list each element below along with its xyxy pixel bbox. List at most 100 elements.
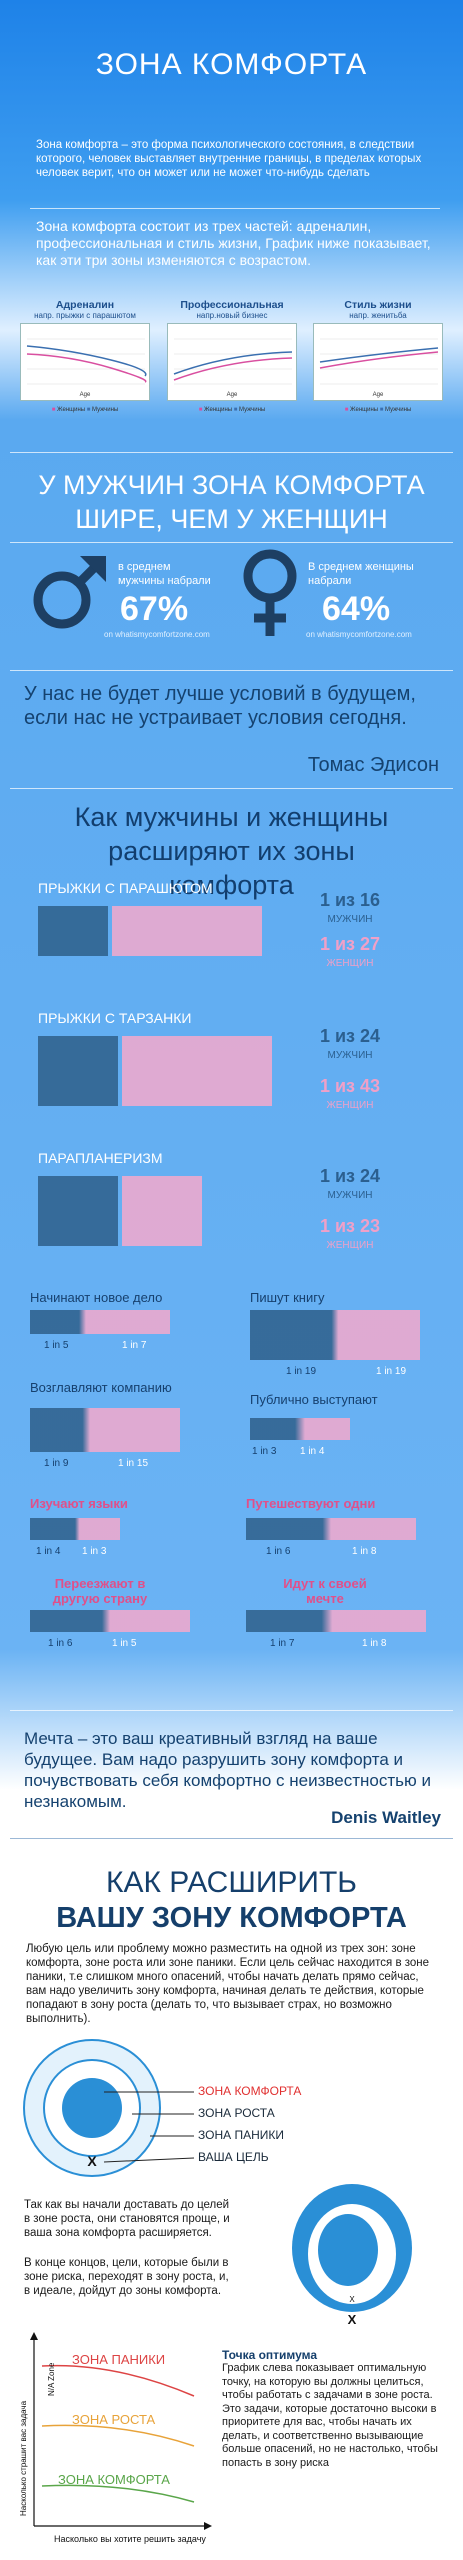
men-ratio: 1 in 5 [44, 1340, 69, 1351]
expanded-zones-diagram: X X [282, 2180, 432, 2330]
women-ratio: 1 in 5 [112, 1638, 137, 1649]
grid-label: Путешествуют одни [246, 1496, 376, 1511]
men-ratio: 1 in 3 [252, 1446, 277, 1457]
people-icons [30, 1518, 120, 1540]
how-text-2: Так как вы начали доставать до целей в з… [24, 2199, 230, 2239]
activity-row: ПРЫЖКИ С ПАРАШЮТОМ [38, 880, 278, 962]
grid-label: Начинают новое дело [30, 1290, 163, 1305]
women-line [319, 351, 439, 369]
how-text-3: В конце концов, цели, которые были в зон… [24, 2257, 229, 2297]
people-icons [38, 906, 262, 956]
men-ratio: 1 in 7 [270, 1638, 295, 1649]
chart-subtitle: напр. женитьба [349, 311, 407, 320]
men-ratio: 1 in 4 [36, 1546, 61, 1557]
women-ratio: 1 in 3 [82, 1546, 107, 1557]
na-zone-label: N/A Zone [47, 2362, 56, 2396]
zones-diagram: X [14, 2036, 454, 2196]
axis-label: Age [373, 392, 384, 398]
goal-mark: X [349, 2295, 355, 2304]
grid-label: Идут к своей мечте [283, 1576, 367, 1606]
women-stat-text: В среднем женщины набрали [308, 561, 414, 587]
graph-zone-panic: ЗОНА ПАНИКИ [72, 2352, 166, 2367]
men-ratio-label: МУЖЧИН [327, 914, 373, 925]
men-line [173, 351, 293, 375]
divider [10, 452, 453, 453]
people-icons [38, 1176, 202, 1246]
men-ratio-label: МУЖЧИН [327, 1190, 373, 1201]
men-line [26, 345, 147, 377]
activity-row: ПРЫЖКИ С ТАРЗАНКИ [38, 1010, 278, 1112]
women-ratio: 1 in 4 [300, 1446, 325, 1457]
men-stat-source: on whatismycomfortzone.com [104, 630, 210, 639]
people-icons [30, 1310, 170, 1334]
chart-plot: Age [167, 323, 297, 401]
female-symbol-icon [240, 548, 300, 638]
chart-professional: Профессиональная напр.новый бизнес Age ■… [167, 300, 297, 418]
graph-zone-growth: ЗОНА РОСТА [72, 2412, 156, 2427]
how-title-1: КАК РАСШИРИТЬ [106, 1866, 357, 1899]
grid-label: Публично выступают [250, 1392, 378, 1407]
chart-title: Стиль жизни [344, 299, 412, 311]
chart-title: Адреналин [55, 299, 115, 311]
graph-zone-comfort: ЗОНА КОМФОРТА [58, 2472, 170, 2487]
women-stat-source: on whatismycomfortzone.com [306, 630, 412, 639]
people-icons [246, 1610, 426, 1632]
women-ratio: 1 из 43 [319, 1076, 381, 1096]
divider [30, 208, 440, 209]
women-ratio-label: ЖЕНЩИН [326, 1100, 374, 1111]
women-ratio: 1 in 8 [352, 1546, 377, 1557]
axis-label: Age [227, 392, 238, 398]
divider [10, 1710, 453, 1711]
men-ratio: 1 из 24 [319, 1166, 381, 1186]
goal-mark: X [348, 2312, 357, 2327]
quote-author: Томас Эдисон [307, 754, 439, 776]
x-axis-label: Насколько вы хотите решить задачу [54, 2534, 206, 2544]
chart-legend: ■ Женщины ■ Мужчины [51, 407, 119, 413]
men-ratio: 1 in 9 [44, 1458, 69, 1469]
grid-label: Пишут книгу [250, 1290, 325, 1305]
page-title: ЗОНА КОМФОРТА [95, 48, 368, 81]
women-ratio-label: ЖЕНЩИН [326, 958, 374, 969]
people-icons [38, 1036, 272, 1106]
people-icons [250, 1418, 350, 1440]
zone-label-panic: ЗОНА ПАНИКИ [198, 2128, 284, 2142]
men-stat-text: в среднем мужчины набрали [118, 561, 211, 587]
grid-label: Изучают языки [30, 1496, 128, 1511]
chart-subtitle: напр. прыжки с парашютом [34, 311, 136, 320]
chart-plot: Age [313, 323, 443, 401]
men-stat-value: 67% [120, 590, 189, 628]
activity-label: ПРЫЖКИ С ПАРАШЮТОМ [38, 880, 213, 896]
quote-text: У нас не будет лучше условий в будущем, … [24, 683, 416, 729]
women-stat-value: 64% [322, 590, 391, 628]
intro-text-2: Зона комфорта состоит из трех частей: ад… [36, 218, 431, 268]
women-ratio: 1 из 23 [319, 1216, 381, 1236]
men-ratio: 1 in 6 [266, 1546, 291, 1557]
chart-adrenaline: Адреналин напр. прыжки с парашютом Age ■… [20, 300, 150, 418]
grid-label: Переезжают в другую страну [52, 1576, 148, 1606]
intro-text: Зона комфорта – это форма психологическо… [36, 139, 422, 179]
divider [10, 1838, 453, 1839]
people-icons [30, 1408, 180, 1452]
women-ratio: 1 in 7 [122, 1340, 147, 1351]
activity-label: ПАРАПЛАНЕРИЗМ [38, 1150, 163, 1166]
how-text: Любую цель или проблему можно разместить… [26, 1943, 430, 2025]
quote-author: Denis Waitley [331, 1808, 441, 1827]
women-ratio: 1 in 8 [362, 1638, 387, 1649]
people-icons [246, 1518, 416, 1540]
chart-plot: Age [20, 323, 150, 401]
divider [10, 670, 453, 671]
chart-lifestyle: Стиль жизни напр. женитьба Age ■ Женщины… [313, 300, 443, 418]
how-title-2: ВАШУ ЗОНУ КОМФОРТА [56, 1902, 407, 1934]
chart-title: Профессиональная [180, 299, 284, 311]
axis-label: Age [80, 392, 91, 398]
people-icons [250, 1310, 420, 1360]
women-ratio: 1 in 15 [118, 1458, 149, 1469]
men-ratio: 1 in 19 [286, 1366, 317, 1377]
activity-row: ПАРАПЛАНЕРИЗМ [38, 1150, 278, 1252]
optimum-title: Точка оптимума [222, 2348, 318, 2362]
women-ratio-label: ЖЕНЩИН [326, 1240, 374, 1251]
men-ratio-label: МУЖЧИН [327, 1050, 373, 1061]
optimum-graph: Насколько страшит вас задача N/A Zone На… [14, 2326, 214, 2546]
zone-label-goal: ВАША ЦЕЛЬ [198, 2150, 269, 2164]
zone-label-comfort: ЗОНА КОМФОРТА [198, 2084, 302, 2098]
